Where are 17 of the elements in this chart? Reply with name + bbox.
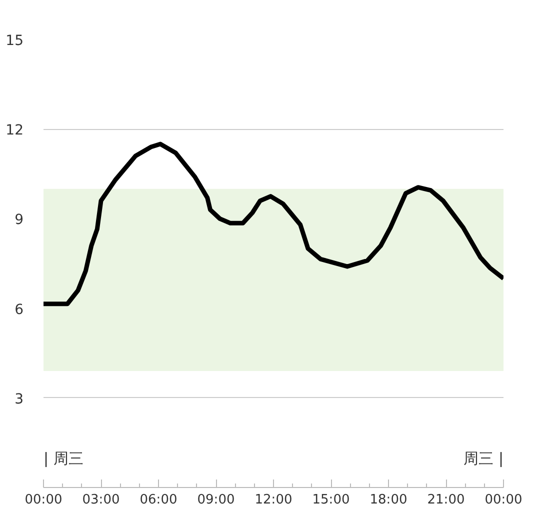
y-tick-label: 9 — [14, 212, 24, 228]
line-series — [44, 142, 504, 306]
annotation: | 周三 — [44, 450, 84, 468]
y-tick-label: 12 — [6, 122, 24, 139]
x-tick-label: 18:00 — [370, 492, 408, 508]
y-tick-label: 6 — [14, 302, 24, 318]
y-tick-label: 15 — [6, 33, 24, 49]
x-tick-label: 12:00 — [254, 492, 292, 508]
x-tick-label: 06:00 — [140, 492, 178, 508]
x-tick-label: 21:00 — [427, 492, 465, 508]
x-tick-label: 09:00 — [197, 492, 235, 508]
y-tick-label: 3 — [14, 391, 24, 408]
x-tick-label: 15:00 — [312, 492, 350, 508]
x-tick-label: 00:00 — [484, 492, 522, 508]
x-tick-label: 03:00 — [82, 492, 120, 508]
x-tick-label: 00:00 — [24, 492, 62, 508]
annotation: 周三 | — [464, 450, 504, 468]
